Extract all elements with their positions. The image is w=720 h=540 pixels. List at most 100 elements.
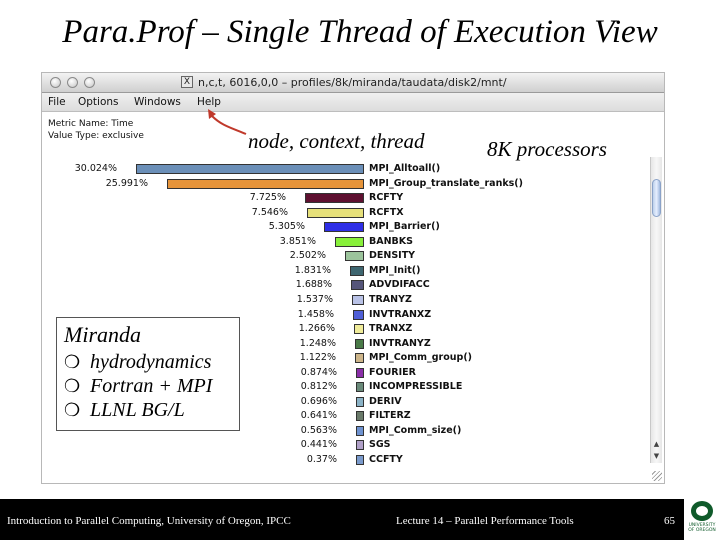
profile-bar[interactable] — [352, 294, 364, 305]
profile-bar[interactable] — [355, 353, 364, 364]
scroll-down-arrow-icon[interactable]: ▼ — [653, 452, 660, 460]
profile-percent-label: 30.024% — [74, 163, 117, 174]
menu-bar: File Options Windows Help — [42, 93, 664, 112]
node-context-thread-annotation: node, context, thread — [248, 129, 425, 153]
profile-function-name[interactable]: MPI_Comm_size() — [369, 424, 462, 436]
profile-bar[interactable] — [324, 222, 364, 233]
profile-function-name[interactable]: MPI_Init() — [369, 264, 421, 276]
circle-bullet-icon: ❍ — [64, 376, 81, 396]
profile-bar[interactable] — [345, 251, 364, 262]
profile-function-name[interactable]: TRANYZ — [369, 293, 412, 305]
profile-function-name[interactable]: INVTRANXZ — [369, 308, 432, 320]
profile-bar[interactable] — [305, 193, 364, 204]
profile-function-name[interactable]: BANBKS — [369, 235, 413, 247]
profile-function-name[interactable]: CCFTY — [369, 454, 403, 465]
profile-function-name[interactable]: MPI_Barrier() — [369, 221, 440, 233]
profile-function-name[interactable]: FILTERZ — [369, 410, 411, 422]
profile-row[interactable]: 2.502% DENSITY — [42, 249, 650, 263]
profile-percent-label: 7.546% — [251, 206, 288, 218]
value-type-label: Value Type: exclusive — [48, 131, 144, 141]
profile-row[interactable]: 1.537% TRANYZ — [42, 293, 650, 307]
profile-row[interactable]: 0.641% FILTERZ — [42, 409, 650, 423]
profile-bar[interactable] — [356, 425, 364, 436]
close-window-button[interactable] — [50, 77, 61, 88]
profile-row[interactable]: 1.248% INVTRANYZ — [42, 337, 650, 351]
menu-file[interactable]: File — [48, 96, 66, 108]
profile-function-name[interactable]: DENSITY — [369, 250, 416, 262]
profile-row[interactable]: 0.696% DERIV — [42, 395, 650, 409]
profile-bar[interactable] — [356, 396, 364, 407]
menu-options[interactable]: Options — [78, 96, 119, 108]
profile-row[interactable]: 1.688% ADVDIFACC — [42, 278, 650, 292]
profile-percent-label: 0.641% — [300, 410, 337, 422]
x11-icon: X — [181, 76, 193, 88]
profile-percent-label: 1.248% — [299, 337, 336, 349]
profile-row[interactable]: 30.024% MPI_Alltoall() — [42, 162, 650, 176]
profile-bar[interactable] — [356, 411, 364, 422]
profile-function-name[interactable]: MPI_Alltoall() — [369, 163, 441, 174]
zoom-window-button[interactable] — [84, 77, 95, 88]
profile-function-name[interactable]: FOURIER — [369, 366, 416, 378]
footer-course: Introduction to Parallel Computing, Univ… — [7, 515, 291, 527]
profile-function-name[interactable]: MPI_Group_translate_ranks() — [369, 177, 523, 189]
profile-bar[interactable] — [350, 265, 364, 276]
profile-percent-label: 5.305% — [268, 221, 305, 233]
profile-function-name[interactable]: INCOMPRESSIBLE — [369, 381, 463, 393]
profile-bar[interactable] — [307, 207, 364, 218]
profile-bar[interactable] — [356, 367, 364, 378]
resize-grip-icon[interactable] — [652, 471, 662, 481]
profile-row[interactable]: 3.851% BANBKS — [42, 235, 650, 249]
profile-bar[interactable] — [335, 236, 364, 247]
profile-bar[interactable] — [356, 440, 364, 451]
miranda-bullet: ❍ hydrodynamics — [64, 351, 212, 373]
profile-percent-label: 7.725% — [249, 192, 286, 204]
profile-function-name[interactable]: MPI_Comm_group() — [369, 352, 473, 364]
profile-bar[interactable] — [356, 382, 364, 393]
slide-title: Para.Prof – Single Thread of Execution V… — [62, 14, 658, 50]
profile-percent-label: 0.812% — [300, 381, 337, 393]
profile-row[interactable]: 0.812% INCOMPRESSIBLE — [42, 380, 650, 394]
profile-function-name[interactable]: ADVDIFACC — [369, 279, 430, 291]
scroll-thumb[interactable] — [652, 179, 661, 217]
menu-windows[interactable]: Windows — [134, 96, 181, 108]
profile-row[interactable]: 1.831% MPI_Init() — [42, 264, 650, 278]
metric-name-label: Metric Name: Time — [48, 119, 134, 129]
profile-bar[interactable] — [356, 455, 364, 465]
profile-row[interactable]: 0.37% CCFTY — [42, 453, 650, 467]
profile-bar[interactable] — [351, 280, 364, 291]
profile-function-name[interactable]: INVTRANYZ — [369, 337, 431, 349]
processors-annotation: 8K processors — [487, 137, 607, 161]
profile-bar[interactable] — [136, 164, 364, 174]
menu-help[interactable]: Help — [197, 96, 221, 108]
profile-percent-label: 1.831% — [294, 264, 331, 276]
minimize-window-button[interactable] — [67, 77, 78, 88]
scroll-up-arrow-icon[interactable]: ▲ — [653, 440, 660, 448]
profile-percent-label: 1.688% — [295, 279, 332, 291]
profile-function-name[interactable]: SGS — [369, 439, 391, 451]
profile-percent-label: 1.122% — [299, 352, 336, 364]
profile-percent-label: 0.37% — [306, 454, 337, 465]
profile-row[interactable]: 0.874% FOURIER — [42, 366, 650, 380]
vertical-scrollbar[interactable]: ▲ ▼ — [650, 157, 662, 463]
profile-percent-label: 1.537% — [296, 293, 333, 305]
profile-bar[interactable] — [355, 338, 364, 349]
profile-bar[interactable] — [353, 309, 364, 320]
profile-row[interactable]: 1.458% INVTRANXZ — [42, 308, 650, 322]
profile-row[interactable]: 7.546% RCFTX — [42, 206, 650, 220]
profile-row[interactable]: 5.305% MPI_Barrier() — [42, 220, 650, 234]
miranda-title: Miranda — [64, 322, 141, 347]
profile-function-name[interactable]: DERIV — [369, 395, 402, 407]
profile-row[interactable]: 1.266% TRANXZ — [42, 322, 650, 336]
profile-row[interactable]: 1.122% MPI_Comm_group() — [42, 351, 650, 365]
profile-function-name[interactable]: RCFTY — [369, 192, 404, 204]
profile-row[interactable]: 25.991% MPI_Group_translate_ranks() — [42, 177, 650, 191]
profile-row[interactable]: 0.441% SGS — [42, 438, 650, 452]
profile-percent-label: 1.266% — [298, 323, 335, 335]
profile-bar[interactable] — [167, 178, 364, 189]
profile-row[interactable]: 7.725% RCFTY — [42, 191, 650, 205]
profile-function-name[interactable]: RCFTX — [369, 206, 404, 218]
profile-row[interactable]: 0.563% MPI_Comm_size() — [42, 424, 650, 438]
window-titlebar[interactable]: X n,c,t, 6016,0,0 – profiles/8k/miranda/… — [42, 73, 664, 93]
profile-bar[interactable] — [354, 324, 364, 335]
profile-function-name[interactable]: TRANXZ — [369, 323, 413, 335]
